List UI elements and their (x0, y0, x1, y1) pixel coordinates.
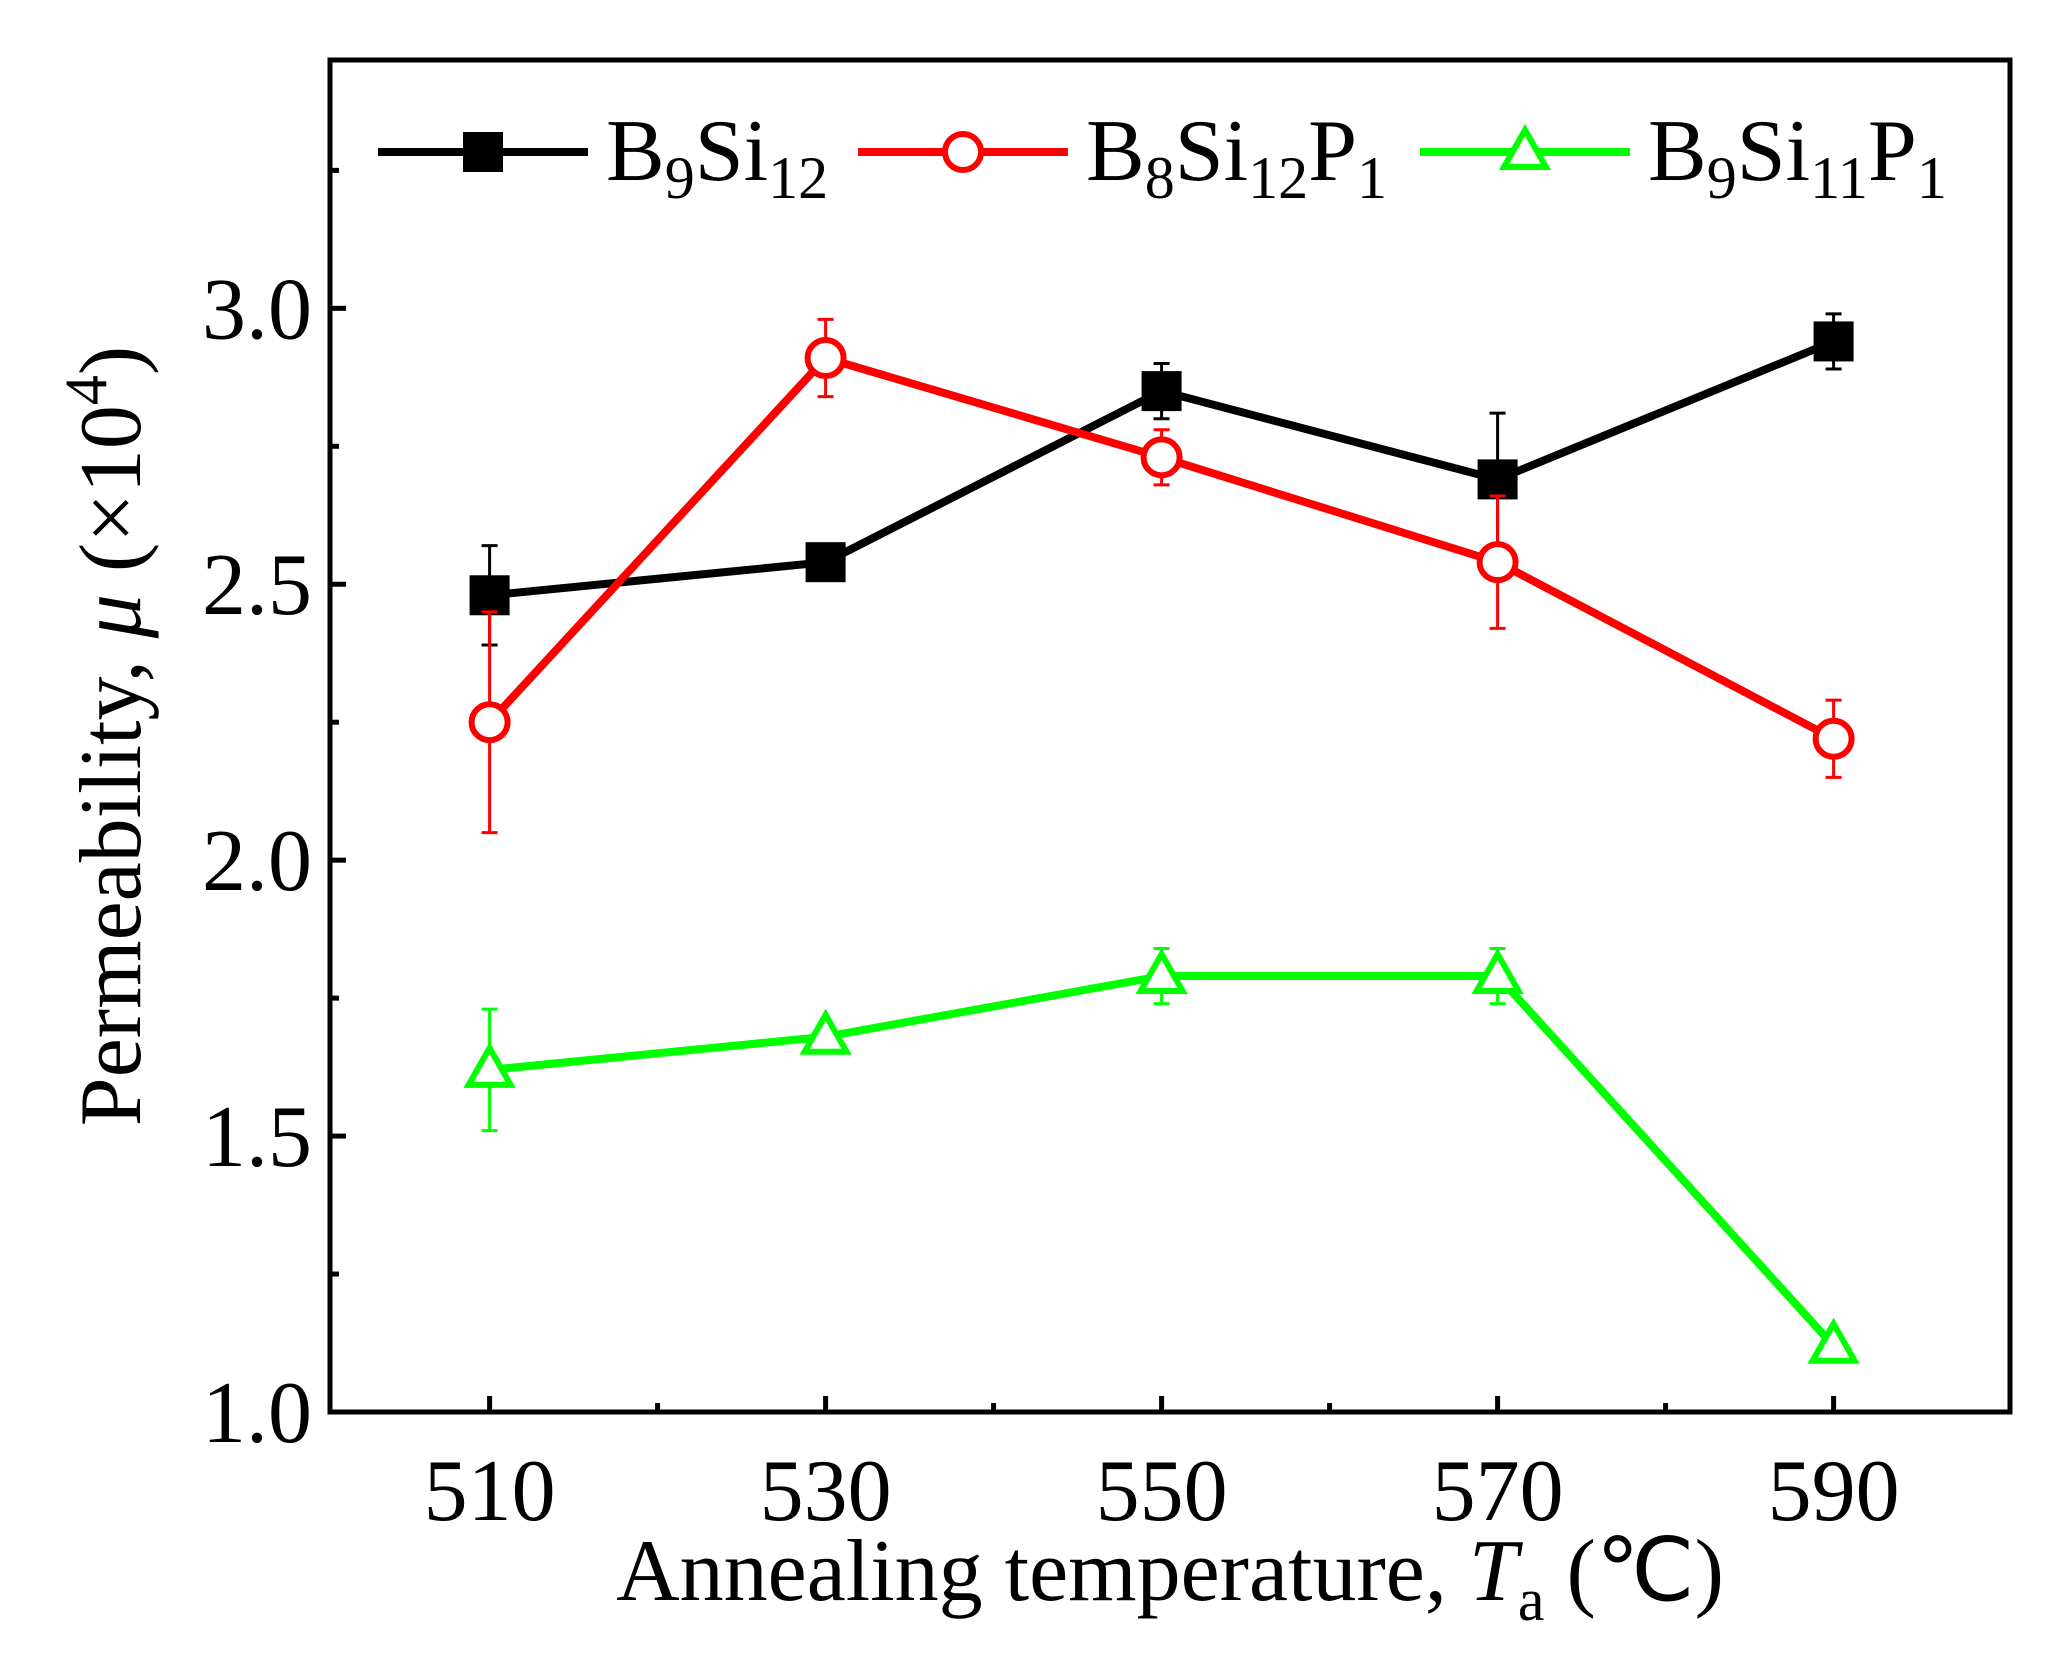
data-point-B9Si12 (1141, 371, 1182, 412)
data-point-B9Si11P1 (463, 1041, 516, 1088)
data-point-B9Si11P1 (1471, 947, 1524, 995)
y-axis-title-var: μ (63, 594, 160, 639)
legend-subscript: 12 (1248, 145, 1308, 211)
plot-frame (327, 57, 2013, 1415)
x-tick-label: 530 (760, 1443, 892, 1540)
legend-marker (463, 132, 503, 172)
legend-subscript: 9 (1707, 145, 1737, 211)
legend-text-part: Si (1175, 103, 1248, 200)
data-point-B9Si11P1 (1807, 1317, 1860, 1364)
legend-label: B9Si11P1 (1648, 103, 1947, 211)
axis-titles: Annealing temperature, Ta (℃) Permeabilit… (53, 346, 1724, 1633)
data-point-B9Si12 (469, 575, 510, 616)
y-tick-label: 1.0 (202, 1365, 312, 1462)
legend-entry-B8Si12P1: B8Si12P1 (858, 103, 1387, 211)
y-tick-label: 3.0 (202, 261, 312, 358)
legend: B9Si12 B8Si12P1 B9Si11P1 (378, 103, 1947, 211)
x-tick-label: 550 (1096, 1443, 1228, 1540)
x-axis-title: Annealing temperature, Ta (℃) (616, 1523, 1724, 1633)
plot-area (327, 57, 2013, 1415)
y-tick-label: 1.5 (202, 1089, 312, 1186)
data-point-B8Si12P1 (1476, 541, 1519, 584)
data-point-B8Si12P1 (468, 701, 511, 744)
x-tick-label: 590 (1768, 1443, 1900, 1540)
data-point-B8Si12P1 (804, 336, 847, 379)
x-axis-title-var: T (1469, 1523, 1524, 1620)
x-axis-title-prefix: Annealing temperature, (616, 1523, 1469, 1620)
legend-text-part: B (606, 103, 665, 200)
y-axis-title-sup: 4 (53, 375, 119, 405)
data-point-B8Si12P1 (1812, 717, 1855, 760)
legend-subscript: 8 (1145, 145, 1175, 211)
legend-entry-B9Si12: B9Si12 (378, 103, 828, 211)
legend-entry-B9Si11P1: B9Si11P1 (1420, 103, 1947, 211)
series-B9Si11P1 (463, 946, 1860, 1364)
legend-text-part: Si (695, 103, 768, 200)
data-point-B9Si12 (805, 542, 846, 583)
legend-marker (942, 131, 984, 173)
y-axis-title: Permeability, μ (×104) (53, 346, 160, 1126)
legend-subscript: 1 (1357, 145, 1387, 211)
legend-subscript: 11 (1810, 145, 1868, 211)
legend-subscript: 1 (1917, 145, 1947, 211)
legend-text-part: B (1086, 103, 1145, 200)
legend-subscript: 12 (768, 145, 828, 211)
series-B8Si12P1 (468, 317, 1855, 835)
legend-marker (1498, 123, 1552, 170)
data-point-B9Si12 (1477, 459, 1518, 500)
y-axis-title-unit_open: (×10 (63, 405, 160, 594)
y-axis-title-unit_close: ) (63, 346, 160, 375)
legend-text-part: B (1648, 103, 1707, 200)
y-tick-label: 2.0 (202, 813, 312, 910)
axis-ticks: 510 530 550 570 590 1.0 1.5 2.0 2.5 3.0 (202, 167, 1900, 1540)
data-point-B9Si11P1 (799, 1008, 852, 1055)
y-tick-label: 2.5 (202, 537, 312, 634)
y-axis-title-prefix: Permeability, (63, 638, 160, 1126)
x-tick-label: 570 (1432, 1443, 1564, 1540)
data-point-B9Si11P1 (1135, 947, 1188, 995)
legend-label: B9Si12 (606, 103, 828, 211)
data-point-B9Si12 (1813, 321, 1854, 362)
x-axis-title-unit: (℃) (1544, 1523, 1723, 1620)
x-axis-title-sub: a (1518, 1567, 1545, 1633)
legend-subscript: 9 (665, 145, 695, 211)
x-tick-label: 510 (424, 1443, 556, 1540)
legend-text-part: P (1308, 103, 1357, 200)
legend-label: B8Si12P1 (1086, 103, 1387, 211)
legend-text-part: P (1868, 103, 1917, 200)
data-point-B8Si12P1 (1140, 436, 1183, 479)
series-line-B9Si11P1 (489, 972, 1837, 1349)
series-layer (463, 312, 1860, 1364)
legend-text-part: Si (1737, 103, 1810, 200)
